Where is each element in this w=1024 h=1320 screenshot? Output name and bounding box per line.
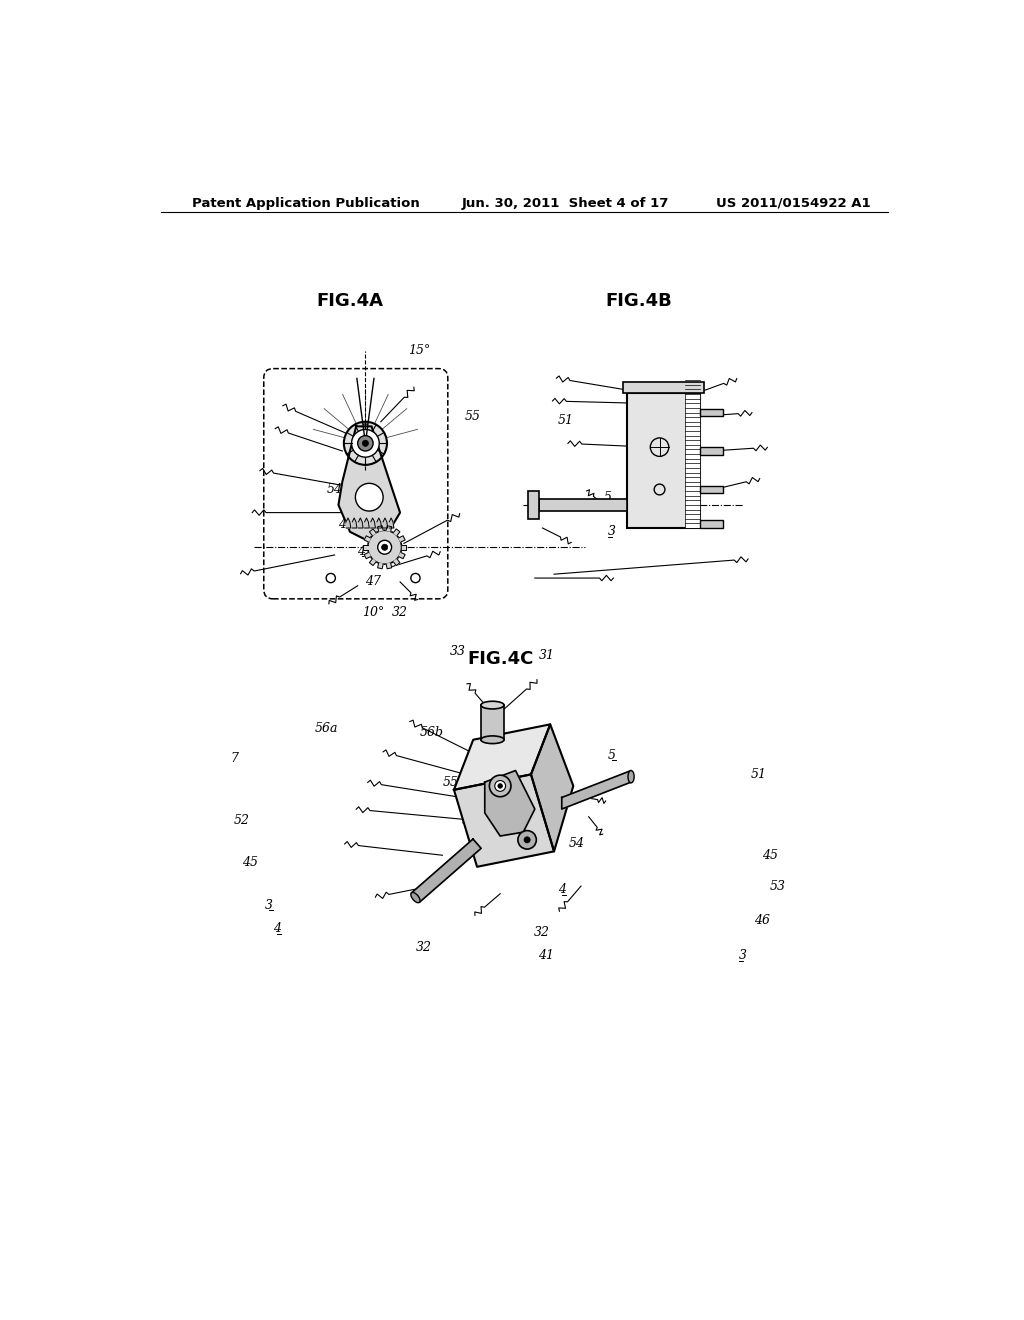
Bar bbox=[628, 393, 700, 528]
Text: 51: 51 bbox=[558, 413, 573, 426]
Circle shape bbox=[368, 531, 401, 564]
Polygon shape bbox=[531, 725, 573, 851]
Circle shape bbox=[498, 784, 503, 788]
Text: 53: 53 bbox=[770, 879, 785, 892]
Circle shape bbox=[489, 775, 511, 797]
Text: 52: 52 bbox=[233, 814, 250, 828]
Text: 54: 54 bbox=[462, 814, 477, 828]
Ellipse shape bbox=[481, 737, 504, 743]
Bar bbox=[700, 520, 724, 528]
Text: 3: 3 bbox=[739, 949, 746, 962]
Text: 55: 55 bbox=[442, 776, 459, 788]
Circle shape bbox=[351, 429, 379, 457]
Text: 56b: 56b bbox=[419, 726, 443, 739]
Polygon shape bbox=[365, 553, 371, 558]
Text: Patent Application Publication: Patent Application Publication bbox=[193, 197, 420, 210]
Text: 15°: 15° bbox=[408, 345, 430, 358]
Polygon shape bbox=[393, 560, 400, 565]
Text: 4: 4 bbox=[357, 545, 366, 557]
Text: 51: 51 bbox=[751, 768, 766, 781]
Text: FIG.4C: FIG.4C bbox=[467, 649, 534, 668]
Polygon shape bbox=[401, 545, 407, 549]
Text: Jun. 30, 2011  Sheet 4 of 17: Jun. 30, 2011 Sheet 4 of 17 bbox=[462, 197, 669, 210]
Text: 31: 31 bbox=[539, 648, 555, 661]
Ellipse shape bbox=[481, 701, 504, 709]
Text: 54: 54 bbox=[569, 837, 585, 850]
Polygon shape bbox=[377, 517, 382, 528]
Text: 56a: 56a bbox=[315, 722, 339, 735]
Text: 46: 46 bbox=[755, 915, 770, 927]
Text: 3: 3 bbox=[265, 899, 273, 912]
Text: 54: 54 bbox=[327, 483, 342, 496]
Bar bbox=[685, 393, 700, 528]
Text: 32: 32 bbox=[535, 925, 550, 939]
Polygon shape bbox=[562, 771, 631, 809]
Polygon shape bbox=[386, 525, 392, 531]
Circle shape bbox=[378, 540, 391, 554]
Bar bbox=[700, 447, 724, 455]
Polygon shape bbox=[358, 517, 364, 528]
Text: 52: 52 bbox=[557, 783, 573, 796]
Text: 45: 45 bbox=[762, 849, 778, 862]
Text: 5: 5 bbox=[607, 748, 615, 762]
Circle shape bbox=[495, 780, 506, 792]
Circle shape bbox=[518, 830, 537, 849]
Polygon shape bbox=[484, 771, 535, 836]
Text: 45: 45 bbox=[242, 857, 258, 870]
Polygon shape bbox=[364, 545, 368, 549]
Polygon shape bbox=[386, 564, 392, 569]
Bar bbox=[624, 381, 705, 393]
Text: 52: 52 bbox=[357, 429, 373, 442]
Polygon shape bbox=[370, 529, 376, 536]
Polygon shape bbox=[370, 560, 376, 565]
Text: 5: 5 bbox=[604, 491, 612, 504]
Text: 32: 32 bbox=[392, 606, 408, 619]
Circle shape bbox=[382, 544, 388, 550]
Text: 47: 47 bbox=[365, 576, 381, 589]
Polygon shape bbox=[365, 517, 370, 528]
Bar bbox=[481, 705, 504, 739]
Polygon shape bbox=[346, 517, 351, 528]
Text: 3: 3 bbox=[608, 525, 616, 539]
Text: 33: 33 bbox=[450, 644, 466, 657]
Bar bbox=[528, 491, 539, 519]
Circle shape bbox=[524, 837, 530, 843]
Polygon shape bbox=[371, 517, 376, 528]
Bar bbox=[539, 499, 628, 511]
Text: 32: 32 bbox=[416, 941, 431, 954]
Polygon shape bbox=[378, 525, 383, 531]
Polygon shape bbox=[399, 553, 406, 558]
Text: 41: 41 bbox=[538, 949, 554, 962]
Text: 55: 55 bbox=[465, 409, 481, 422]
Text: 10°: 10° bbox=[362, 606, 384, 619]
Polygon shape bbox=[378, 564, 383, 569]
Polygon shape bbox=[339, 426, 400, 540]
Text: FIG.4A: FIG.4A bbox=[316, 292, 384, 310]
Polygon shape bbox=[412, 840, 481, 903]
Polygon shape bbox=[393, 529, 400, 536]
Polygon shape bbox=[454, 775, 554, 867]
Text: 45: 45 bbox=[338, 517, 354, 531]
Text: FIG.4B: FIG.4B bbox=[605, 292, 672, 310]
Circle shape bbox=[355, 483, 383, 511]
Text: 4: 4 bbox=[272, 921, 281, 935]
Polygon shape bbox=[399, 536, 406, 543]
Bar bbox=[700, 409, 724, 416]
Polygon shape bbox=[454, 725, 550, 789]
Text: 7: 7 bbox=[230, 752, 239, 766]
Circle shape bbox=[362, 441, 369, 446]
Text: 4: 4 bbox=[558, 883, 565, 896]
Circle shape bbox=[357, 436, 373, 451]
Bar bbox=[700, 486, 724, 494]
Polygon shape bbox=[352, 517, 357, 528]
Polygon shape bbox=[389, 517, 394, 528]
Polygon shape bbox=[383, 517, 388, 528]
Text: US 2011/0154922 A1: US 2011/0154922 A1 bbox=[716, 197, 870, 210]
Ellipse shape bbox=[411, 892, 420, 903]
Circle shape bbox=[344, 422, 387, 465]
Polygon shape bbox=[365, 536, 371, 543]
Ellipse shape bbox=[628, 771, 634, 783]
